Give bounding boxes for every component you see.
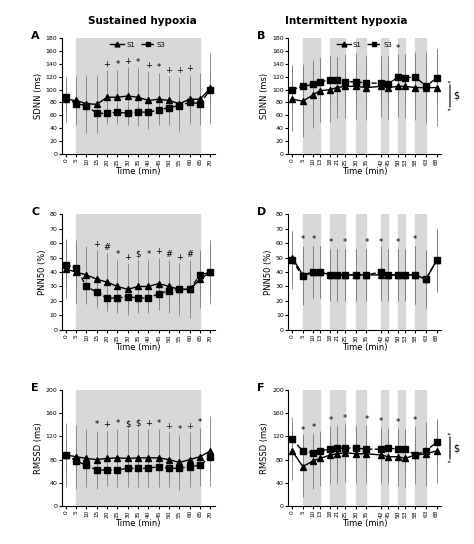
Bar	[76, 214, 200, 330]
Text: *: *	[136, 58, 140, 67]
Text: *: *	[396, 44, 401, 53]
Bar	[303, 214, 320, 330]
Text: C: C	[31, 207, 39, 217]
Text: #: #	[165, 250, 173, 259]
Text: *: *	[95, 421, 99, 430]
Text: +: +	[104, 421, 110, 430]
Bar	[398, 390, 405, 506]
Text: #: #	[186, 250, 193, 259]
Bar	[356, 38, 366, 154]
Legend: S1, S3: S1, S3	[334, 39, 395, 51]
Text: *: *	[115, 419, 119, 428]
Y-axis label: SDNN (ms): SDNN (ms)	[260, 73, 269, 119]
Text: *: *	[301, 426, 305, 435]
Bar	[330, 38, 345, 154]
Text: #: #	[104, 243, 110, 252]
Text: *: *	[311, 236, 316, 244]
Text: +: +	[104, 60, 110, 69]
Bar	[330, 214, 345, 330]
Text: $: $	[453, 91, 459, 101]
Text: *: *	[146, 250, 151, 259]
X-axis label: Time (min): Time (min)	[342, 343, 387, 352]
X-axis label: Time (min): Time (min)	[342, 519, 387, 528]
Text: *: *	[328, 238, 333, 248]
Text: *: *	[115, 60, 119, 69]
Text: *: *	[343, 238, 347, 248]
Text: D: D	[257, 207, 266, 217]
Text: *: *	[365, 238, 369, 248]
Text: $: $	[136, 419, 141, 428]
Text: *: *	[156, 63, 161, 72]
Bar	[382, 390, 388, 506]
Bar	[303, 390, 320, 506]
Bar	[398, 214, 405, 330]
Text: $: $	[136, 250, 141, 259]
Text: +: +	[165, 422, 173, 431]
Text: E: E	[31, 383, 39, 393]
Text: *: *	[396, 238, 401, 248]
Y-axis label: RMSSD (ms): RMSSD (ms)	[260, 422, 269, 474]
Text: Intermittent hypoxia: Intermittent hypoxia	[285, 16, 407, 26]
Text: *: *	[311, 423, 316, 432]
Text: *: *	[413, 236, 418, 244]
Text: +: +	[176, 253, 183, 262]
X-axis label: Time (min): Time (min)	[342, 167, 387, 176]
Text: A: A	[31, 31, 40, 41]
Bar	[356, 214, 366, 330]
Text: +: +	[186, 422, 193, 431]
Text: +: +	[155, 247, 162, 256]
Text: *: *	[396, 418, 401, 426]
Text: +: +	[124, 253, 131, 262]
Bar	[382, 38, 388, 154]
Text: $: $	[125, 419, 130, 428]
Text: +: +	[145, 61, 152, 70]
Bar	[415, 390, 426, 506]
X-axis label: Time (min): Time (min)	[115, 343, 161, 352]
Bar	[415, 38, 426, 154]
Bar	[382, 214, 388, 330]
Legend: S1, S3: S1, S3	[108, 39, 168, 51]
Y-axis label: SDNN (ms): SDNN (ms)	[34, 73, 43, 119]
Text: +: +	[186, 64, 193, 73]
Bar	[330, 390, 345, 506]
Bar	[415, 214, 426, 330]
Text: B: B	[257, 31, 266, 41]
Text: F: F	[257, 383, 265, 393]
Text: *: *	[301, 236, 305, 244]
Bar	[356, 390, 366, 506]
Text: *: *	[177, 424, 182, 434]
Text: *: *	[413, 416, 418, 425]
Y-axis label: RMSSD (ms): RMSSD (ms)	[34, 422, 43, 474]
Text: +: +	[93, 240, 100, 249]
Text: +: +	[165, 66, 173, 75]
Text: +: +	[176, 66, 183, 76]
Text: *: *	[379, 417, 383, 426]
Text: $: $	[453, 443, 459, 453]
Text: Sustained hypoxia: Sustained hypoxia	[88, 16, 197, 26]
Text: +: +	[124, 57, 131, 66]
Bar	[76, 38, 200, 154]
Text: *: *	[379, 238, 383, 248]
X-axis label: Time (min): Time (min)	[115, 167, 161, 176]
Bar	[76, 390, 200, 506]
Text: +: +	[145, 419, 152, 428]
Bar	[303, 38, 320, 154]
Bar	[398, 38, 405, 154]
Text: *: *	[365, 415, 369, 424]
Text: *: *	[115, 250, 119, 259]
Text: *: *	[156, 419, 161, 428]
Y-axis label: PNN50 (%): PNN50 (%)	[264, 249, 273, 295]
Text: *: *	[328, 416, 333, 425]
Y-axis label: PNN50 (%): PNN50 (%)	[38, 249, 47, 295]
Text: *: *	[198, 418, 202, 426]
X-axis label: Time (min): Time (min)	[115, 519, 161, 528]
Text: *: *	[343, 413, 347, 423]
